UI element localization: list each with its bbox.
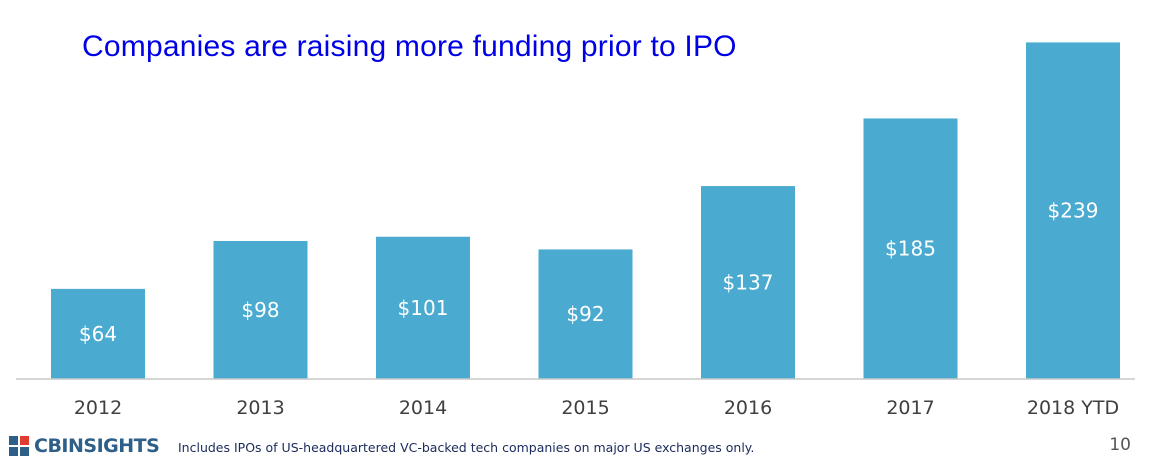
- x-tick-label: 2018 YTD: [1027, 397, 1119, 419]
- x-tick-label: 2017: [886, 397, 934, 419]
- bar-2015: [538, 249, 633, 379]
- bar-value-label: $137: [723, 271, 774, 295]
- bar-value-label: $239: [1048, 199, 1099, 223]
- bar-value-label: $92: [566, 302, 604, 326]
- bar-2013: [213, 240, 308, 379]
- cb-insights-logo: CBINSIGHTS: [8, 434, 160, 458]
- chart-title: Companies are raising more funding prior…: [82, 30, 737, 63]
- bar-2016: [701, 186, 795, 379]
- bar-value-label: $64: [79, 322, 117, 346]
- x-tick-label: 2016: [724, 397, 772, 419]
- x-tick-label: 2012: [74, 397, 122, 419]
- x-tick-label: 2014: [399, 397, 447, 419]
- bar-value-label: $185: [885, 237, 936, 261]
- bar-value-label: $101: [398, 296, 449, 320]
- bar-2018-ytd: [1026, 42, 1120, 380]
- bar-2017: [863, 118, 958, 379]
- page-number: 10: [1109, 435, 1131, 455]
- logo-text: CBINSIGHTS: [34, 435, 160, 457]
- bars-group: $64 $98 $101 $92 $137 $185 $239: [51, 42, 1120, 380]
- bar-chart: $64$98 $101 $92$137$185$239 2012 2013 2014 20…: [16, 42, 1135, 419]
- x-tick-label: 2015: [561, 397, 609, 419]
- x-tick-labels: 2012 2013 2014 2015 2016 2017 2018 YTD: [74, 397, 1119, 419]
- footnote: Includes IPOs of US-headquartered VC-bac…: [178, 440, 755, 455]
- bar-2012: [51, 288, 145, 379]
- bar-value-label: $98: [241, 298, 279, 322]
- x-tick-label: 2013: [236, 397, 284, 419]
- bar-2014: [376, 236, 470, 379]
- cb-insights-logo-icon: [9, 436, 29, 456]
